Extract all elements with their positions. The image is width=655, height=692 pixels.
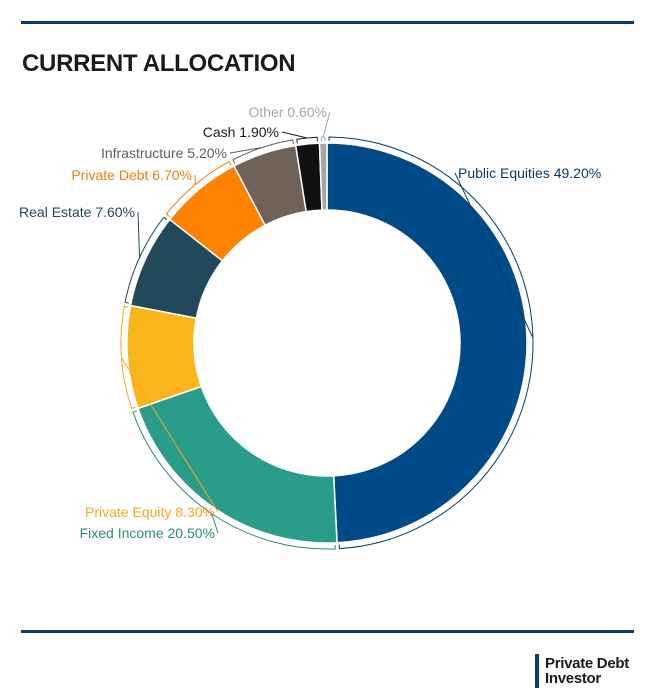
leader-private-debt xyxy=(165,160,232,218)
label-fixed-income: Fixed Income 20.50% xyxy=(80,525,215,541)
brand-line-2: Investor xyxy=(545,670,601,687)
leader-real-estate xyxy=(124,211,168,304)
leader-fixed-income xyxy=(132,410,336,550)
label-cash: Cash 1.90% xyxy=(203,124,279,140)
label-private-debt: Private Debt 6.70% xyxy=(71,167,192,183)
brand-line-1: Private Debt xyxy=(545,655,629,672)
label-real-estate: Real Estate 7.60% xyxy=(19,204,135,220)
top-rule xyxy=(21,21,634,24)
leader-other xyxy=(320,111,331,142)
brand-logo: Private Debt Investor xyxy=(535,654,629,688)
page-title: CURRENT ALLOCATION xyxy=(22,50,296,77)
brand-wordmark: Private Debt Investor xyxy=(545,654,629,688)
leader-public-equities xyxy=(328,136,534,550)
label-public-equities: Public Equities 49.20% xyxy=(458,165,601,181)
label-private-equity: Private Equity 8.30% xyxy=(85,504,215,520)
leader-private-equity xyxy=(120,305,219,513)
brand-bar xyxy=(535,654,539,688)
slice-public-equities xyxy=(326,142,528,544)
slice-other xyxy=(318,142,328,211)
leader-infrastructure xyxy=(229,139,294,164)
label-infrastructure: Infrastructure 5.20% xyxy=(101,145,227,161)
bottom-rule xyxy=(21,630,634,633)
leader-cash xyxy=(281,131,318,144)
label-other: Other 0.60% xyxy=(248,104,327,120)
